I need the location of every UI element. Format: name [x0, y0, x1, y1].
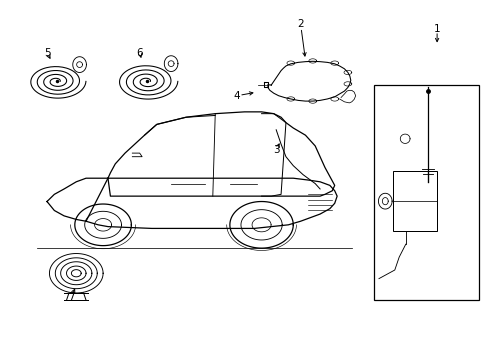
Text: 5: 5 [43, 48, 50, 58]
Text: 6: 6 [136, 48, 142, 58]
Bar [373, 85, 478, 300]
Bar [392, 171, 436, 231]
Text: 1: 1 [433, 24, 440, 35]
Text: 7: 7 [68, 292, 75, 302]
Text: 3: 3 [272, 144, 279, 154]
Text: 2: 2 [297, 19, 303, 29]
Text: 4: 4 [233, 91, 240, 101]
